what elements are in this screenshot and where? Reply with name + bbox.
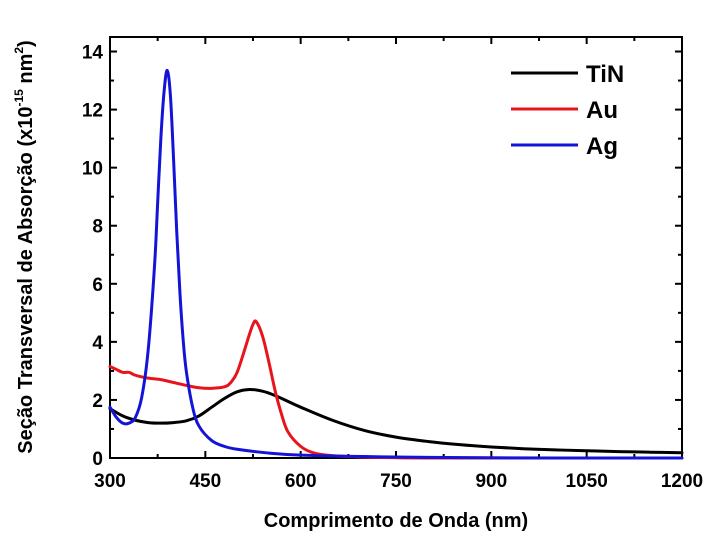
- y-tick-label: 8: [92, 217, 103, 238]
- y-tick-label: 14: [82, 43, 104, 64]
- x-tick-label: 1200: [661, 471, 703, 492]
- x-tick-label: 600: [285, 471, 317, 492]
- series-line-ag: [108, 68, 684, 460]
- legend: TiN Au Ag: [511, 61, 624, 160]
- series-lines: [108, 68, 684, 460]
- y-tick-label: 6: [92, 275, 103, 296]
- x-tick-label: 450: [189, 471, 221, 492]
- y-axis-title-exp1: -15: [12, 89, 26, 107]
- y-axis-title-mid: nm: [15, 54, 37, 90]
- y-axis-title-close: ): [15, 40, 37, 47]
- x-tick-label: 1050: [566, 471, 608, 492]
- tick-labels: 300 450 600 750 900 1050 1200 0 2 4 6 8 10 12 14: [82, 43, 703, 492]
- legend-label-tin: TiN: [586, 61, 624, 88]
- series-line-tin: [108, 387, 684, 455]
- legend-label-au: Au: [586, 97, 618, 124]
- y-axis-title: Seção Transversal de Absorção (x10-15 nm…: [12, 40, 37, 453]
- y-tick-label: 10: [82, 159, 103, 180]
- y-tick-label: 12: [82, 101, 103, 122]
- x-axis-title: Comprimento de Onda (nm): [264, 510, 528, 532]
- y-tick-label: 0: [92, 449, 103, 470]
- legend-label-ag: Ag: [586, 133, 618, 160]
- y-axis-title-exp2: 2: [12, 47, 26, 54]
- x-tick-label: 300: [94, 471, 126, 492]
- x-tick-label: 900: [475, 471, 507, 492]
- y-tick-label: 2: [92, 391, 103, 412]
- y-tick-label: 4: [92, 333, 103, 354]
- y-axis-title-base: Seção Transversal de Absorção (x10: [15, 107, 37, 454]
- x-tick-label: 750: [380, 471, 412, 492]
